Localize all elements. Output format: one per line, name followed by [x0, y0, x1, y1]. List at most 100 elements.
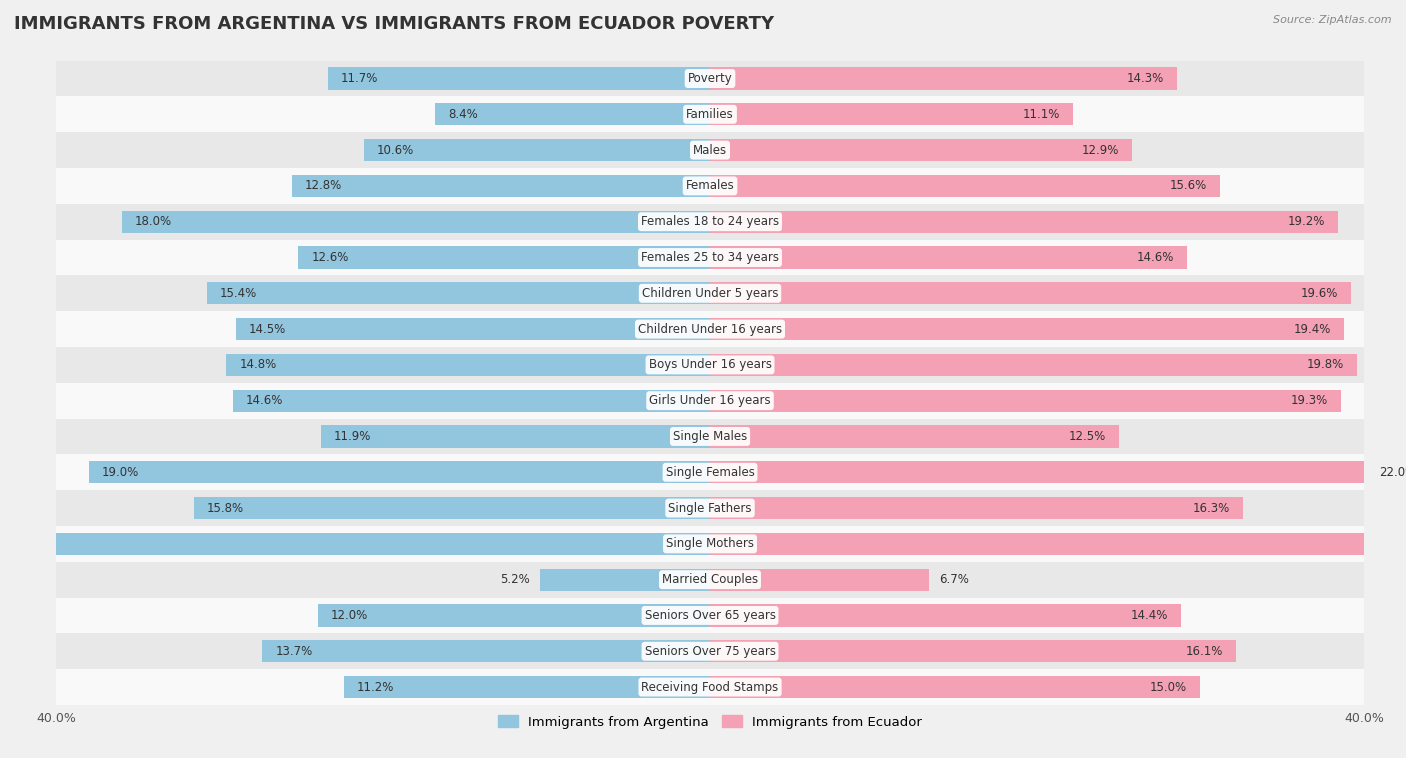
Bar	[710, 533, 1406, 555]
Text: Males: Males	[693, 143, 727, 157]
Bar	[236, 318, 710, 340]
Bar	[710, 604, 1181, 627]
Bar	[710, 103, 1073, 125]
Bar	[56, 61, 1364, 96]
Text: 19.8%: 19.8%	[1308, 359, 1344, 371]
Bar	[291, 175, 710, 197]
Text: Seniors Over 75 years: Seniors Over 75 years	[644, 645, 776, 658]
Bar	[233, 390, 710, 412]
Bar	[710, 425, 1119, 447]
Text: 15.8%: 15.8%	[207, 502, 243, 515]
Text: 12.8%: 12.8%	[305, 180, 342, 193]
Bar	[710, 211, 1337, 233]
Text: 11.7%: 11.7%	[340, 72, 378, 85]
Bar	[318, 604, 710, 627]
Text: IMMIGRANTS FROM ARGENTINA VS IMMIGRANTS FROM ECUADOR POVERTY: IMMIGRANTS FROM ARGENTINA VS IMMIGRANTS …	[14, 15, 775, 33]
Text: Single Fathers: Single Fathers	[668, 502, 752, 515]
Text: Families: Families	[686, 108, 734, 121]
Text: 14.3%: 14.3%	[1128, 72, 1164, 85]
Text: Females: Females	[686, 180, 734, 193]
Text: Poverty: Poverty	[688, 72, 733, 85]
Text: 14.8%: 14.8%	[239, 359, 277, 371]
Bar	[56, 597, 1364, 634]
Text: 12.5%: 12.5%	[1069, 430, 1105, 443]
Bar	[56, 275, 1364, 312]
Text: Receiving Food Stamps: Receiving Food Stamps	[641, 681, 779, 694]
Bar	[194, 497, 710, 519]
Text: 15.6%: 15.6%	[1170, 180, 1206, 193]
Bar	[56, 634, 1364, 669]
Bar	[262, 641, 710, 662]
Bar	[298, 246, 710, 268]
Text: Single Mothers: Single Mothers	[666, 537, 754, 550]
Bar	[710, 67, 1177, 89]
Bar	[56, 96, 1364, 132]
Bar	[56, 418, 1364, 454]
Text: 15.0%: 15.0%	[1150, 681, 1187, 694]
Bar	[56, 312, 1364, 347]
Bar	[710, 676, 1201, 698]
Text: 13.7%: 13.7%	[276, 645, 312, 658]
Bar	[56, 240, 1364, 275]
Bar	[56, 526, 1364, 562]
Bar	[56, 383, 1364, 418]
Text: 15.4%: 15.4%	[219, 287, 257, 300]
Bar	[710, 497, 1243, 519]
Text: 14.6%: 14.6%	[1137, 251, 1174, 264]
Text: 12.9%: 12.9%	[1081, 143, 1119, 157]
Bar	[226, 354, 710, 376]
Text: Single Females: Single Females	[665, 465, 755, 479]
Text: 19.4%: 19.4%	[1294, 323, 1331, 336]
Text: 19.6%: 19.6%	[1301, 287, 1337, 300]
Text: 22.0%: 22.0%	[1379, 465, 1406, 479]
Bar	[710, 568, 929, 590]
Bar	[56, 669, 1364, 705]
Bar	[56, 204, 1364, 240]
Text: 16.3%: 16.3%	[1192, 502, 1230, 515]
Text: 19.2%: 19.2%	[1288, 215, 1324, 228]
Bar	[364, 139, 710, 161]
Text: 12.6%: 12.6%	[311, 251, 349, 264]
Text: Girls Under 16 years: Girls Under 16 years	[650, 394, 770, 407]
Text: Boys Under 16 years: Boys Under 16 years	[648, 359, 772, 371]
Bar	[56, 347, 1364, 383]
Legend: Immigrants from Argentina, Immigrants from Ecuador: Immigrants from Argentina, Immigrants fr…	[492, 709, 928, 734]
Bar	[710, 175, 1220, 197]
Bar	[56, 454, 1364, 490]
Text: 5.2%: 5.2%	[501, 573, 530, 586]
Bar	[89, 461, 710, 484]
Bar	[710, 139, 1132, 161]
Bar	[207, 282, 710, 305]
Text: 19.0%: 19.0%	[103, 465, 139, 479]
Text: 10.6%: 10.6%	[377, 143, 413, 157]
Bar	[540, 568, 710, 590]
Bar	[710, 282, 1351, 305]
Bar	[710, 641, 1236, 662]
Bar	[56, 490, 1364, 526]
Bar	[344, 676, 710, 698]
Bar	[710, 246, 1187, 268]
Text: 8.4%: 8.4%	[449, 108, 478, 121]
Text: 19.3%: 19.3%	[1291, 394, 1327, 407]
Bar	[328, 67, 710, 89]
Text: Source: ZipAtlas.com: Source: ZipAtlas.com	[1274, 15, 1392, 25]
Text: 11.9%: 11.9%	[335, 430, 371, 443]
Text: Females 25 to 34 years: Females 25 to 34 years	[641, 251, 779, 264]
Bar	[321, 425, 710, 447]
Text: Married Couples: Married Couples	[662, 573, 758, 586]
Text: Seniors Over 65 years: Seniors Over 65 years	[644, 609, 776, 622]
Text: Children Under 5 years: Children Under 5 years	[641, 287, 779, 300]
Text: Children Under 16 years: Children Under 16 years	[638, 323, 782, 336]
Bar	[436, 103, 710, 125]
Bar	[710, 354, 1357, 376]
Text: Females 18 to 24 years: Females 18 to 24 years	[641, 215, 779, 228]
Bar	[122, 211, 710, 233]
Text: 12.0%: 12.0%	[330, 609, 368, 622]
Text: 14.4%: 14.4%	[1130, 609, 1167, 622]
Bar	[710, 318, 1344, 340]
Bar	[56, 168, 1364, 204]
Bar	[56, 132, 1364, 168]
Bar	[56, 562, 1364, 597]
Text: 18.0%: 18.0%	[135, 215, 172, 228]
Text: Single Males: Single Males	[673, 430, 747, 443]
